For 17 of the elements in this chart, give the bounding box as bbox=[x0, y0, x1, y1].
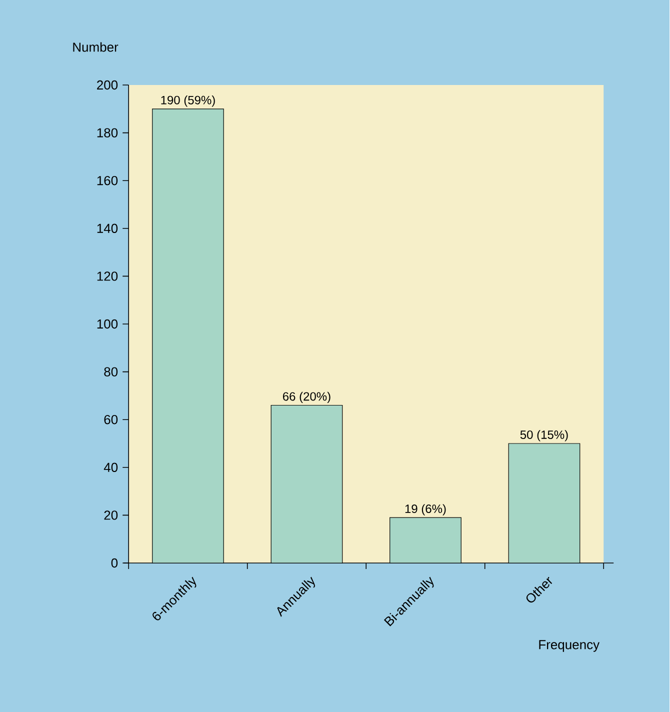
y-tick-label: 120 bbox=[98, 272, 118, 281]
data-label: 190 (59%) bbox=[161, 96, 216, 107]
y-tick-label: 0 bbox=[112, 558, 118, 568]
y-tick-label: 80 bbox=[104, 367, 118, 376]
y-tick-label: 140 bbox=[98, 224, 118, 233]
y-tick-label: 100 bbox=[98, 319, 118, 329]
y-tick-label: 20 bbox=[104, 510, 118, 520]
y-tick-label: 180 bbox=[98, 128, 118, 138]
y-tick-label: 40 bbox=[104, 462, 118, 472]
data-label: 50 (15%) bbox=[520, 430, 568, 442]
data-label: 19 (6%) bbox=[406, 504, 446, 516]
data-label: 66 (20%) bbox=[283, 392, 331, 404]
y-axis-title: Number bbox=[73, 42, 118, 52]
y-tick-label: 200 bbox=[97, 80, 118, 90]
y-tick-label: 160 bbox=[98, 176, 118, 186]
x-axis-title: Frequency bbox=[539, 640, 600, 652]
y-tick-label: 60 bbox=[104, 414, 118, 424]
